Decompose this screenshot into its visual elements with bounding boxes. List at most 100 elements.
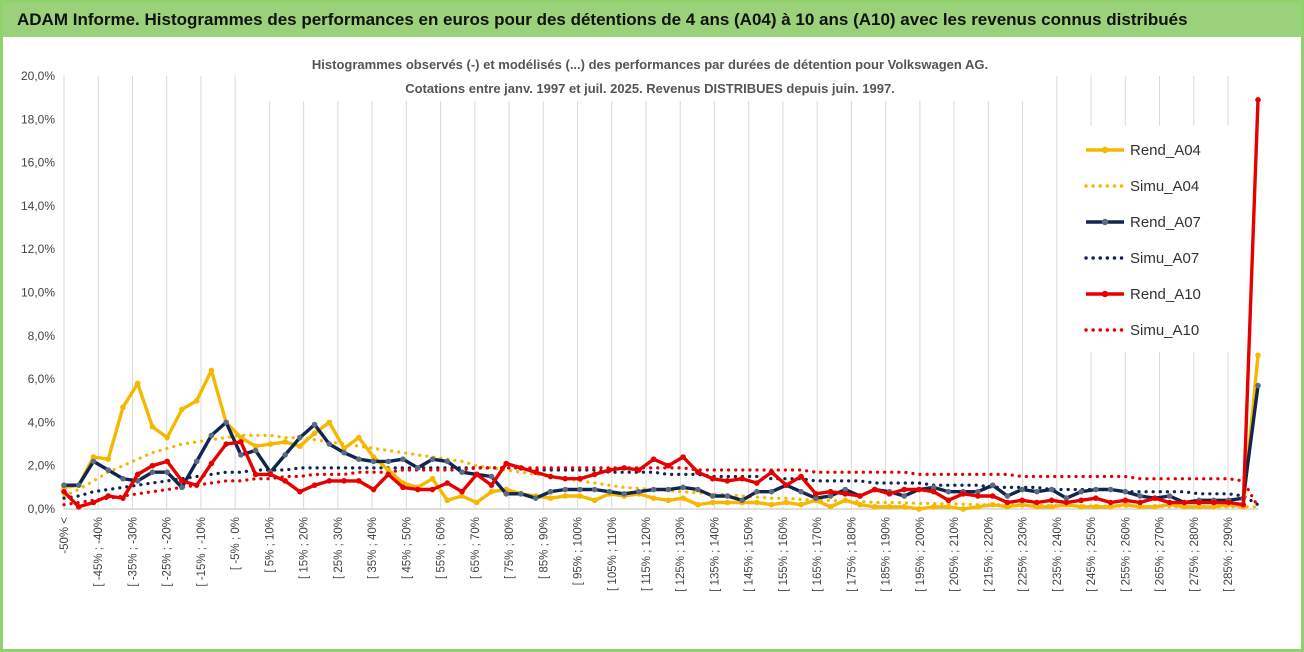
data-point [1255,97,1261,103]
data-point [75,504,82,510]
data-point [193,482,200,488]
data-point [562,493,568,499]
x-tick-label: [ 185% ; 190% [881,517,893,592]
data-point [532,469,539,475]
data-point [267,441,274,447]
data-point [400,484,406,491]
data-point [901,504,908,510]
data-point [297,434,303,441]
series-Rend_A04 [61,352,1261,512]
data-point [341,478,347,484]
legend-item-Rend_A07: Rend_A07 [1086,214,1201,231]
x-tick-label: [ 55% ; 60% [436,517,448,579]
data-point [1063,499,1070,506]
data-point [650,486,657,493]
x-tick-label: [ 195% ; 200% [915,517,927,592]
legend-item-Simu_A04: Simu_A04 [1084,178,1199,195]
x-tick-label: [ 255% ; 260% [1120,517,1132,592]
data-point [429,456,436,463]
y-tick-label: 12,0% [21,242,55,256]
data-point [297,443,303,450]
data-point [326,441,333,447]
data-point [577,486,583,493]
series-line [62,99,1260,509]
data-point [385,467,392,473]
data-point [1048,504,1055,510]
data-point [650,456,657,463]
legend-label: Simu_A10 [1130,322,1199,339]
data-point [1152,504,1158,510]
x-tick-label: [ 215% ; 220% [983,517,995,592]
legend-label: Rend_A07 [1130,214,1201,231]
data-point [783,482,790,488]
data-point [591,486,598,493]
data-point [488,473,495,480]
legend-marker [1101,146,1109,154]
data-point [1240,501,1247,508]
data-point [680,484,686,491]
data-point [149,423,156,430]
data-point [370,486,377,493]
y-tick-label: 4,0% [28,415,56,429]
data-point [871,504,878,510]
data-point [444,458,451,465]
x-tick-label: [ 245% ; 250% [1086,517,1098,592]
data-point [695,501,701,508]
data-point [886,491,893,497]
x-tick-label: [ 145% ; 150% [744,517,756,592]
data-point [1137,493,1143,499]
data-point [768,501,775,508]
data-point [960,491,966,497]
data-point [989,482,996,488]
x-tick-label: [ -15% ; -10% [196,517,208,587]
data-point [326,478,333,484]
data-point [636,467,642,473]
chart-series [61,97,1261,512]
data-point [975,504,981,510]
data-point [827,493,834,499]
data-point [282,452,288,458]
data-point [134,471,141,478]
data-point [945,488,952,495]
data-point [1004,493,1011,499]
data-point [179,484,185,491]
data-point [1048,497,1055,504]
data-point [311,421,318,428]
x-tick-label: [ 25% ; 30% [333,517,345,579]
data-point [591,497,598,504]
data-point [709,475,716,482]
data-point [1255,352,1261,359]
data-point [149,462,156,469]
data-point [503,491,510,497]
y-tick-label: 0,0% [28,502,56,516]
data-point [1004,499,1011,506]
data-point [1034,504,1040,510]
data-point [1063,495,1070,501]
data-point [798,488,804,495]
data-point [857,501,863,508]
data-point [208,432,215,439]
data-point [1093,504,1099,510]
data-point [134,380,141,387]
data-point [724,499,731,506]
data-point [901,493,908,499]
data-point [754,480,760,486]
data-point [164,458,170,465]
data-point [473,471,480,478]
data-point [61,488,67,495]
data-point [1181,504,1188,510]
data-point [488,482,495,488]
x-tick-label: [ 225% ; 230% [1018,517,1030,592]
chart-grid [63,76,1258,510]
data-point [916,486,922,493]
y-tick-label: 14,0% [21,199,55,213]
data-point [120,475,126,482]
chart-title-line1: Histogrammes observés (-) et modélisés (… [312,57,988,72]
data-point [105,493,112,499]
data-point [356,434,362,441]
data-point [1152,495,1158,501]
x-tick-label: [ 35% ; 40% [367,517,379,579]
data-point [193,397,200,404]
x-tick-label: [ 175% ; 180% [846,517,858,592]
x-tick-label: [ 115% ; 120% [641,517,653,591]
